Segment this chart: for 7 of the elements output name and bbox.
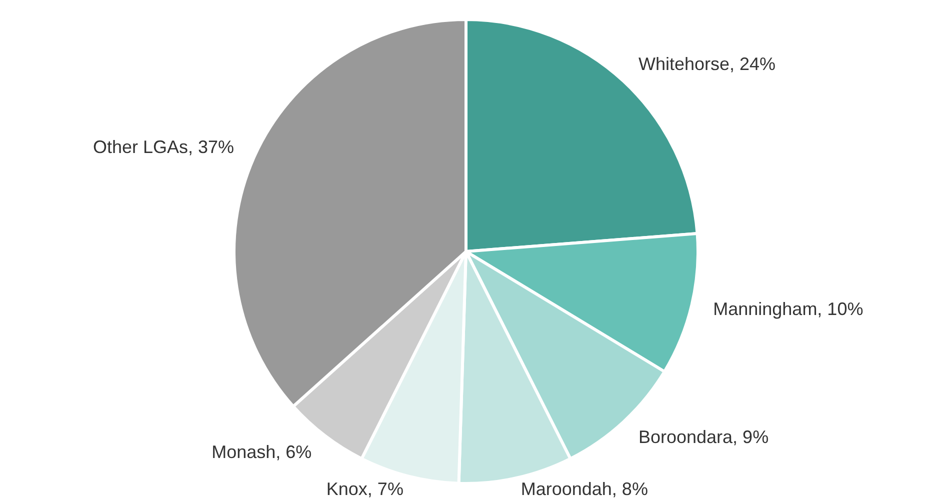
slice-label: Knox, 7% bbox=[326, 478, 404, 499]
slice-label: Manningham, 10% bbox=[713, 299, 864, 320]
slice-label: Other LGAs, 37% bbox=[92, 136, 234, 157]
slice-label: Maroondah, 8% bbox=[520, 478, 648, 499]
slice-label: Whitehorse, 24% bbox=[638, 54, 776, 74]
slice-label: Monash, 6% bbox=[212, 442, 312, 462]
slice-label: Boroondara, 9% bbox=[638, 426, 769, 447]
